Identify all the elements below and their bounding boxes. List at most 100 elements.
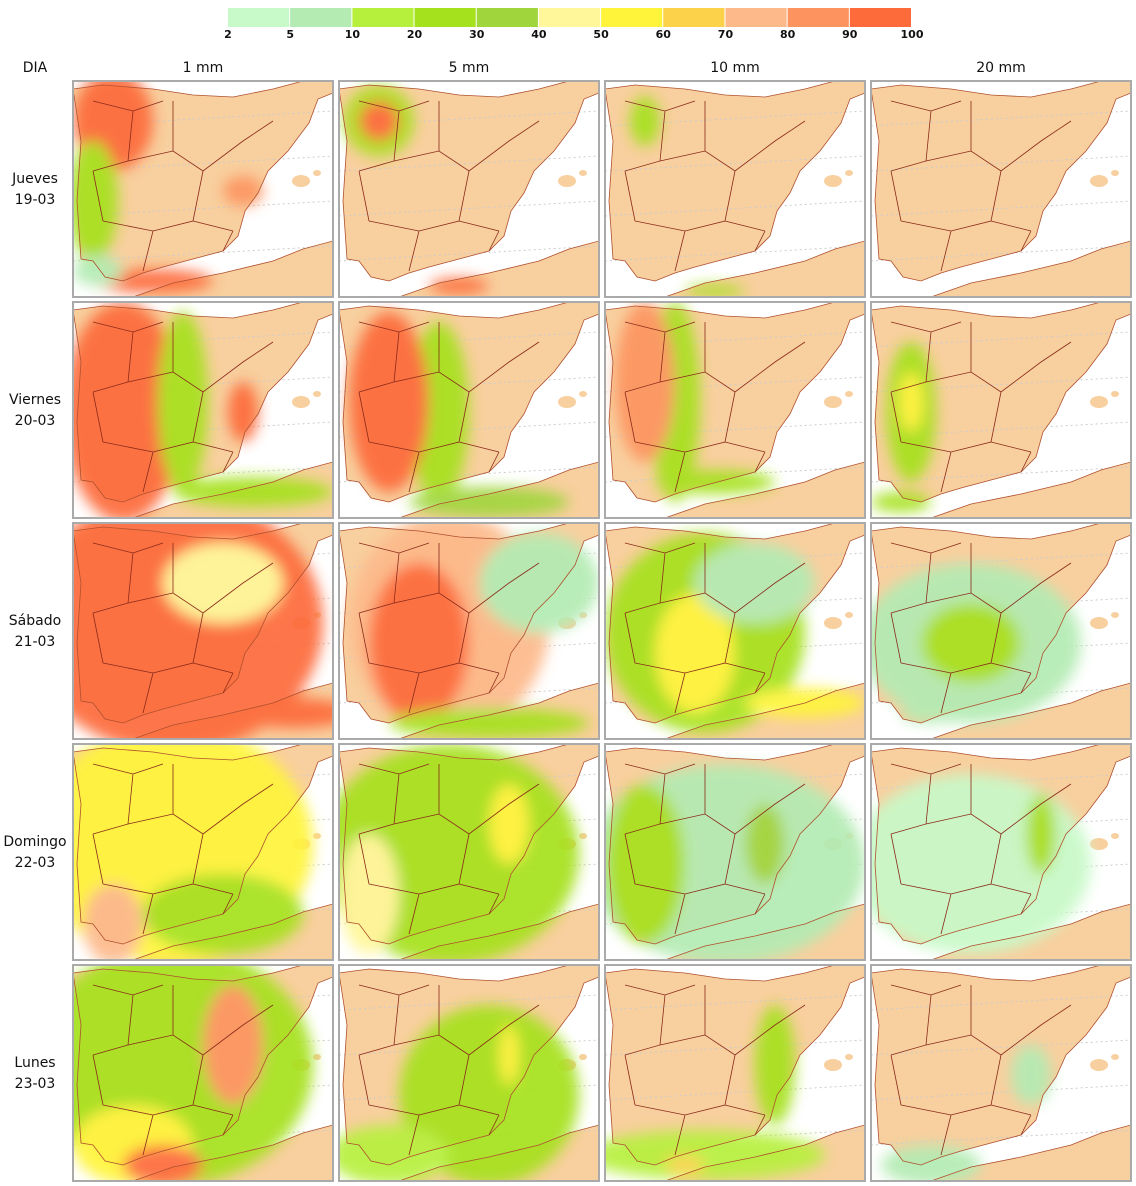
legend-label: 30 (469, 28, 485, 41)
coastline (930, 461, 1131, 518)
legend-swatch (290, 8, 352, 27)
legend-swatch (228, 8, 290, 27)
graticule (339, 994, 599, 1011)
precipitation-area (409, 487, 569, 517)
precipitation-area (389, 708, 589, 738)
graticule (871, 245, 1131, 262)
coastline (871, 965, 1131, 1166)
precipitation-area (899, 372, 923, 432)
precipitation (73, 744, 313, 960)
graticule (871, 1084, 1131, 1101)
coastline (871, 302, 1131, 503)
coastline (398, 682, 599, 739)
legend-swatch (849, 8, 911, 27)
graticule (871, 331, 1131, 348)
province-borders (358, 763, 540, 935)
precipitation-area (429, 278, 489, 294)
graticule (339, 155, 599, 172)
island (313, 1054, 321, 1060)
coastline (398, 240, 599, 297)
panel-frame (604, 80, 866, 298)
legend-label: 90 (842, 28, 858, 41)
island (845, 170, 853, 176)
province-borders (358, 542, 540, 714)
panel-frame (870, 964, 1132, 1182)
panel-frame (338, 964, 600, 1182)
province-borders (358, 984, 540, 1156)
coastline (664, 903, 865, 960)
panel-frame (870, 743, 1132, 961)
coastline (339, 81, 599, 282)
panel-frame (870, 80, 1132, 298)
coastline (73, 744, 333, 945)
precipitation (871, 774, 1091, 954)
province-borders (890, 100, 1072, 272)
graticule (871, 466, 1131, 483)
graticule (605, 245, 865, 262)
precipitation-area (339, 834, 399, 954)
map-panel (605, 302, 865, 518)
coastline (398, 903, 599, 960)
legend-label: 100 (901, 28, 924, 41)
legend-swatch (787, 8, 849, 27)
land (931, 462, 1131, 518)
corner-label: DIA (23, 60, 48, 76)
island (558, 175, 576, 187)
land (931, 1125, 1131, 1181)
island (292, 396, 310, 408)
map-panel (339, 81, 599, 297)
island (579, 1054, 587, 1060)
land (931, 683, 1131, 739)
graticule (871, 200, 1131, 217)
coastline (398, 461, 599, 518)
graticule (339, 200, 599, 217)
coastline (664, 240, 865, 297)
map-panel (605, 81, 865, 297)
precipitation-area (369, 563, 469, 723)
map-panel (73, 81, 333, 297)
island (558, 396, 576, 408)
map-panel (871, 744, 1131, 960)
precipitation (349, 312, 569, 517)
graticule (73, 245, 333, 262)
precipitation-area (630, 96, 660, 146)
precipitation (871, 563, 1081, 723)
precipitation (339, 744, 579, 960)
panel-frame (72, 522, 334, 740)
land (931, 241, 1131, 297)
precipitation-area (755, 1005, 795, 1125)
island (1111, 833, 1119, 839)
legend-label: 40 (531, 28, 547, 41)
row-date: 20-03 (15, 413, 56, 429)
map-panel (605, 523, 865, 739)
land (871, 81, 1131, 281)
precipitation (73, 523, 333, 739)
province-borders (358, 321, 540, 493)
precipitation-area (615, 302, 675, 462)
coastline (398, 1124, 599, 1181)
panel-frame (870, 301, 1132, 519)
precipitation (871, 342, 936, 512)
graticule (605, 200, 865, 217)
row-date: 19-03 (15, 192, 56, 208)
precipitation-area (203, 985, 263, 1105)
precipitation (349, 523, 599, 738)
graticule (339, 376, 599, 393)
panel-frame (604, 522, 866, 740)
row-date: 21-03 (15, 634, 56, 650)
legend-label: 50 (593, 28, 609, 41)
coastline (132, 682, 333, 739)
precipitation-area (228, 382, 258, 442)
graticule (605, 994, 865, 1011)
precipitation-area (73, 141, 118, 261)
map-panel (605, 965, 865, 1181)
panel-frame (604, 301, 866, 519)
precipitation-area (655, 593, 735, 713)
coastline (871, 744, 1131, 945)
panel-frame (338, 80, 600, 298)
legend-swatch (538, 8, 601, 27)
land (871, 302, 1131, 502)
coastline (930, 1124, 1131, 1181)
row-date: 22-03 (15, 855, 56, 871)
